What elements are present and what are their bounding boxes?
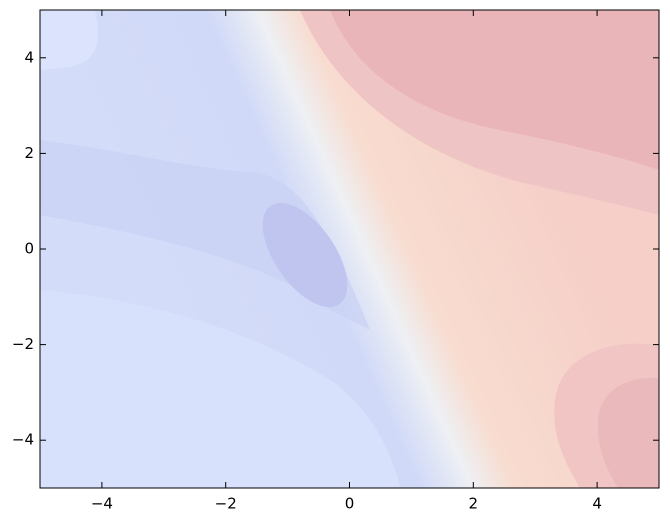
x-tick-label: −2 [215,495,237,513]
y-tick-label: 2 [24,144,34,162]
x-tick-label: 0 [345,495,355,513]
x-tick-label: −4 [91,495,113,513]
contour-field [40,10,659,488]
contour-region [40,140,370,330]
y-tick-label: 0 [24,240,34,258]
x-tick-label: 2 [469,495,479,513]
contour-region [40,290,400,488]
x-tick-label: 4 [592,495,602,513]
y-tick-label: −4 [12,431,34,449]
y-tick-label: −2 [12,335,34,353]
y-tick-label: 4 [24,48,34,66]
contour-region [40,10,99,70]
contour-region [597,377,659,488]
contour-region [262,202,348,308]
contour-region [330,10,659,170]
